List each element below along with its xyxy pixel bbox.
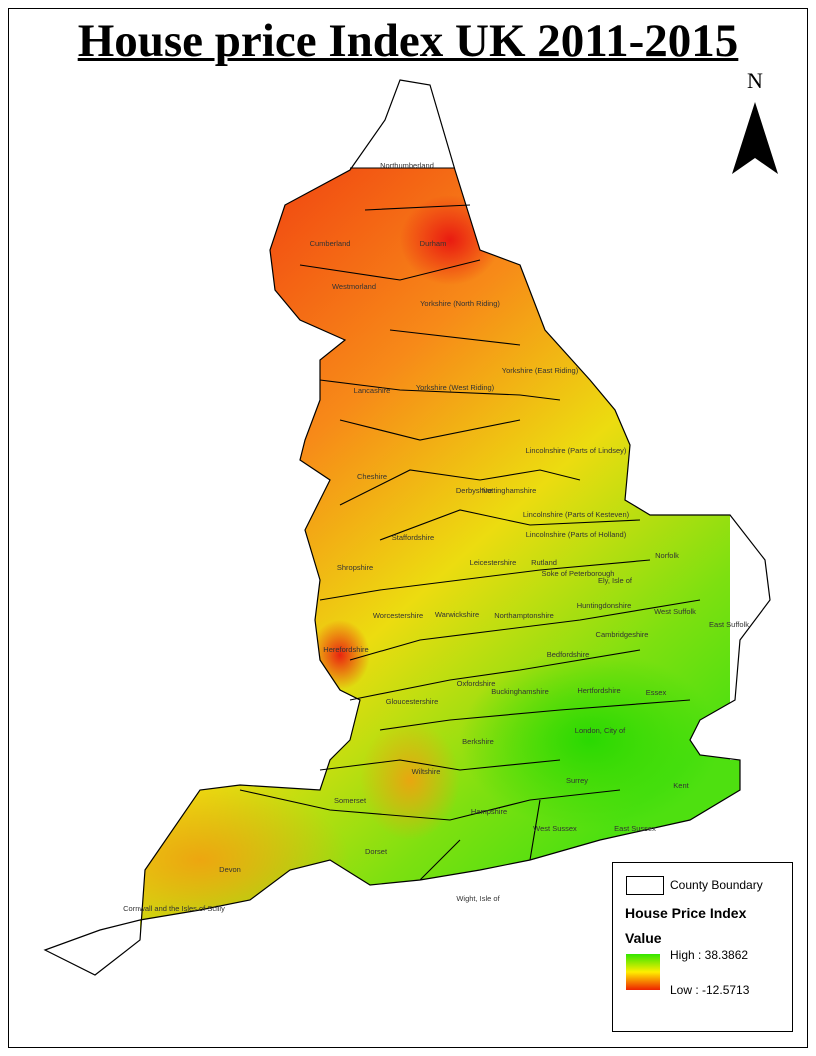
county-label: Bedfordshire (546, 650, 590, 659)
county-label: Lancashire (353, 386, 391, 395)
county-label: East Sussex (614, 824, 656, 833)
county-label: Yorkshire (West Riding) (415, 383, 495, 392)
county-label: Cheshire (356, 472, 388, 481)
county-label: Staffordshire (391, 533, 435, 542)
county-label: Rutland (531, 558, 557, 567)
county-label: East Suffolk (709, 620, 749, 629)
county-label: Buckinghamshire (491, 687, 549, 696)
county-boundary-swatch (626, 876, 664, 895)
county-label: Shropshire (336, 563, 374, 572)
county-label: Surrey (565, 776, 589, 785)
legend-high: High : 38.3862 (670, 948, 749, 962)
county-label: Westmorland (331, 282, 377, 291)
map-title: House price Index UK 2011-2015 (77, 15, 739, 67)
legend-subheading: Value (625, 930, 662, 946)
county-label: Worcestershire (372, 611, 424, 620)
north-arrow: N (730, 68, 780, 179)
county-label: Norfolk (655, 551, 679, 560)
county-label: Oxfordshire (456, 679, 496, 688)
legend-color-ramp (626, 954, 660, 990)
county-label: Nottinghamshire (481, 486, 537, 495)
county-label: Yorkshire (East Riding) (501, 366, 579, 375)
legend-boundary-label: County Boundary (670, 878, 763, 892)
county-label: Leicestershire (469, 558, 517, 567)
legend-heading: House Price Index (625, 905, 747, 921)
legend-low: Low : -12.5713 (670, 983, 750, 997)
north-label: N (747, 68, 763, 93)
county-label: Kent (673, 781, 689, 790)
county-label: Gloucestershire (385, 697, 439, 706)
county-label: West Suffolk (654, 607, 696, 616)
county-label: Northamptonshire (494, 611, 554, 620)
county-label: Hampshire (470, 807, 508, 816)
county-label: Dorset (364, 847, 388, 856)
county-label: Warwickshire (434, 610, 480, 619)
county-label: Hertfordshire (577, 686, 621, 695)
county-label: Herefordshire (323, 645, 369, 654)
county-label: Devon (219, 865, 241, 874)
county-label: Cornwall and the Isles of Scilly (123, 904, 225, 913)
county-label: London, City of (574, 726, 626, 735)
county-label: Yorkshire (North Riding) (420, 299, 500, 308)
county-label: Wiltshire (411, 767, 441, 776)
legend: County Boundary House Price Index Value … (612, 862, 793, 1032)
county-label: Huntingdonshire (576, 601, 632, 610)
county-label: Lincolnshire (Parts of Lindsey) (525, 446, 627, 455)
county-label: Northumberland (380, 161, 434, 170)
county-label: Lincolnshire (Parts of Kesteven) (522, 510, 630, 519)
county-label: Lincolnshire (Parts of Holland) (525, 530, 627, 539)
county-label: Soke of Peterborough (541, 569, 615, 578)
county-label: Berkshire (462, 737, 494, 746)
county-label: Derbyshire (455, 486, 493, 495)
map-frame (8, 8, 808, 1048)
county-label: Cumberland (309, 239, 351, 248)
north-arrow-icon (732, 102, 778, 174)
county-label: Cambridgeshire (595, 630, 649, 639)
county-label: Wight, Isle of (456, 894, 500, 903)
county-label: Essex (645, 688, 667, 697)
county-label: West Sussex (533, 824, 577, 833)
county-label: Ely, Isle of (597, 576, 633, 585)
county-label: Somerset (333, 796, 367, 805)
county-label: Durham (419, 239, 447, 248)
